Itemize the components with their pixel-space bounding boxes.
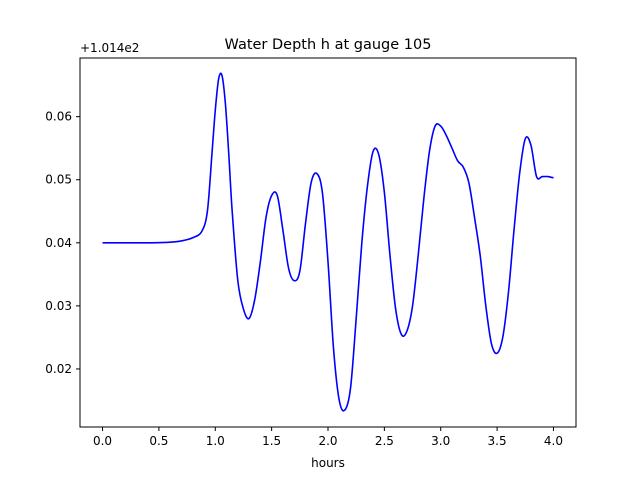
x-tick-label: 4.0 [544,434,563,448]
y-tick-label: 0.03 [45,299,72,313]
x-tick-label: 2.5 [375,434,394,448]
y-offset-label: +1.014e2 [80,41,139,55]
x-tick-label: 3.5 [488,434,507,448]
x-tick-label: 0.5 [149,434,168,448]
x-axis-label: hours [311,456,345,470]
x-tick-label: 3.0 [431,434,450,448]
y-tick-label: 0.02 [45,362,72,376]
plot-area [79,57,577,428]
x-tick-label: 2.0 [318,434,337,448]
series-line-0 [102,72,554,412]
x-tick-label: 1.5 [262,434,281,448]
x-axis: 0.0 0.5 1.0 1.5 2.0 2.5 3.0 3.5 4.0 [93,427,563,448]
y-tick-label: 0.06 [45,110,72,124]
y-axis: 0.02 0.03 0.04 0.05 0.06 [45,110,80,376]
chart-title: Water Depth h at gauge 105 [225,37,432,53]
x-tick-label: 1.0 [206,434,225,448]
y-tick-label: 0.04 [45,236,72,250]
x-tick-label: 0.0 [93,434,112,448]
y-tick-label: 0.05 [45,173,72,187]
